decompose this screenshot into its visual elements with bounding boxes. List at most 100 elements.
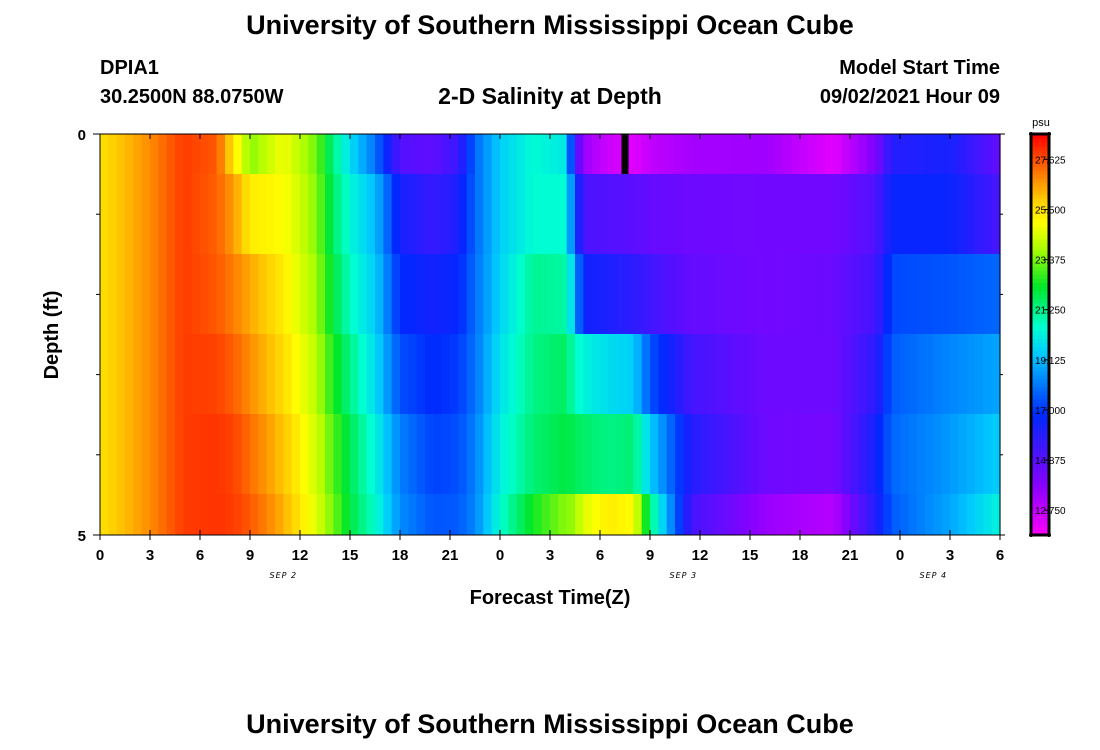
heatmap-cell xyxy=(708,414,718,494)
heatmap-cell xyxy=(583,494,593,535)
colorbar-segment xyxy=(1031,386,1049,392)
heatmap-cell xyxy=(658,494,668,535)
heatmap-cell xyxy=(825,414,834,494)
heatmap-cell xyxy=(816,334,826,414)
heatmap-cell xyxy=(575,254,584,334)
heatmap-cell xyxy=(608,134,618,174)
heatmap-cell xyxy=(933,494,943,535)
heatmap-cell xyxy=(525,254,534,334)
heatmap-cell xyxy=(716,134,726,174)
heatmap-cell xyxy=(450,254,459,334)
colorbar-segment xyxy=(1031,146,1049,151)
colorbar-segment xyxy=(1031,522,1049,528)
heatmap-cell xyxy=(950,494,959,535)
heatmap-cell xyxy=(691,174,701,254)
heatmap-cell xyxy=(141,414,151,494)
colorbar-segment xyxy=(1031,354,1049,360)
heatmap-cell xyxy=(866,334,876,414)
heatmap-cell xyxy=(283,134,293,174)
heatmap-cell xyxy=(566,134,576,174)
heatmap-cell xyxy=(433,494,443,535)
heatmap-cell xyxy=(625,334,634,414)
heatmap-cell xyxy=(725,174,734,254)
heatmap-cell xyxy=(133,134,143,174)
colorbar-segment xyxy=(1031,274,1049,279)
heatmap-cell xyxy=(125,494,134,535)
heatmap-cell xyxy=(925,494,934,535)
heatmap-cell xyxy=(608,254,618,334)
heatmap-cell xyxy=(491,134,501,174)
heatmap-cell xyxy=(800,334,809,414)
heatmap-cell xyxy=(208,174,218,254)
heatmap-cell xyxy=(650,334,659,414)
heatmap-cell xyxy=(600,334,609,414)
heatmap-cell xyxy=(841,414,851,494)
colorbar-segment xyxy=(1031,254,1049,259)
heatmap-cell xyxy=(700,254,709,334)
heatmap-cell xyxy=(558,414,568,494)
colorbar-segment xyxy=(1031,346,1049,352)
colorbar-segment xyxy=(1031,458,1049,464)
heatmap-cell xyxy=(108,174,118,254)
heatmap-cell xyxy=(616,414,626,494)
heatmap-cell xyxy=(808,174,818,254)
date-label: SEP 3 xyxy=(670,571,698,580)
heatmap-cell xyxy=(158,334,168,414)
heatmap-cell xyxy=(608,334,618,414)
colorbar-segment xyxy=(1031,466,1049,472)
x-axis-label: Forecast Time(Z) xyxy=(470,587,631,609)
heatmap-cell xyxy=(425,494,434,535)
heatmap-cell xyxy=(483,414,493,494)
heatmap-cell xyxy=(600,254,609,334)
heatmap-cell xyxy=(158,254,168,334)
heatmap-cell xyxy=(191,174,201,254)
heatmap-cell xyxy=(741,414,751,494)
colorbar-segment xyxy=(1031,310,1049,316)
colorbar-segment xyxy=(1031,426,1049,432)
heatmap-cell xyxy=(441,174,451,254)
heatmap-cell xyxy=(358,254,368,334)
heatmap-cell xyxy=(675,254,684,334)
heatmap-cell xyxy=(850,494,859,535)
colorbar-segment xyxy=(1031,174,1049,179)
heatmap-cell xyxy=(225,334,234,414)
heatmap-cell xyxy=(291,414,301,494)
heatmap-cell xyxy=(850,254,859,334)
heatmap-cell xyxy=(216,494,226,535)
heatmap-cell xyxy=(183,174,193,254)
heatmap-cell xyxy=(508,494,518,535)
colorbar-segment xyxy=(1031,302,1049,308)
heatmap-cell xyxy=(208,334,218,414)
heatmap-cell xyxy=(725,494,734,535)
heatmap-cell xyxy=(966,494,976,535)
heatmap-cell xyxy=(408,334,418,414)
heatmap-cell xyxy=(775,254,784,334)
heatmap-cell xyxy=(108,414,118,494)
colorbar-segment xyxy=(1031,430,1049,436)
heatmap-cell xyxy=(441,494,451,535)
heatmap-cell xyxy=(775,174,784,254)
heatmap-cell xyxy=(608,494,618,535)
heatmap-cell xyxy=(291,134,301,174)
heatmap-cell xyxy=(125,174,134,254)
heatmap-cell xyxy=(266,254,276,334)
colorbar-segment xyxy=(1031,338,1049,344)
colorbar-segment xyxy=(1031,306,1049,312)
x-tick-label: 9 xyxy=(646,547,654,564)
colorbar-segment xyxy=(1031,198,1049,203)
heatmap-cell xyxy=(425,254,434,334)
x-tick-label: 0 xyxy=(496,547,504,564)
heatmap-cell xyxy=(841,134,851,174)
heatmap-cell xyxy=(116,494,126,535)
heatmap-cell xyxy=(641,134,651,174)
heatmap-cell xyxy=(758,334,768,414)
heatmap-cell xyxy=(741,334,751,414)
heatmap-cell xyxy=(800,134,809,174)
x-tick-label: 3 xyxy=(946,547,954,564)
heatmap-cell xyxy=(516,334,526,414)
heatmap-cell xyxy=(475,134,484,174)
chart-axes: Forecast Time(Z) Depth (ft) psu 0 3 6 9 12 15… xyxy=(41,117,1066,609)
heatmap-cell xyxy=(841,174,851,254)
heatmap-cell xyxy=(400,134,409,174)
heatmap-cell xyxy=(983,414,993,494)
